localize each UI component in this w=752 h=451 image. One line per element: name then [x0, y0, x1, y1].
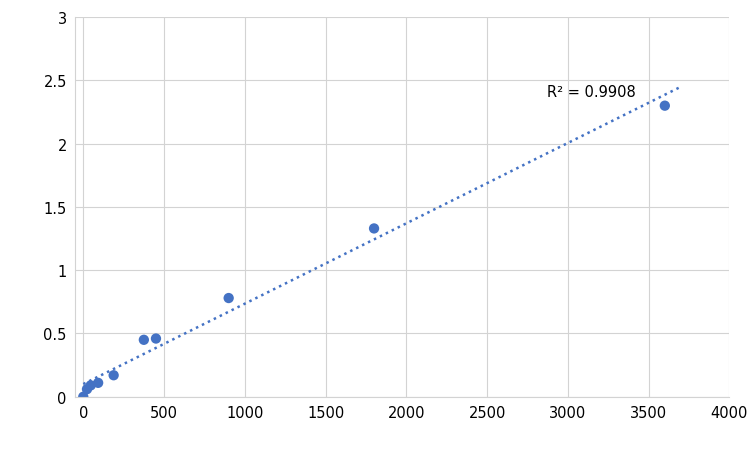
Point — [150, 335, 162, 342]
Point — [77, 393, 89, 400]
Point — [368, 226, 380, 233]
Point — [108, 372, 120, 379]
Point — [81, 386, 93, 393]
Point — [138, 336, 150, 344]
Point — [92, 379, 105, 387]
Point — [659, 103, 671, 110]
Text: R² = 0.9908: R² = 0.9908 — [547, 84, 635, 99]
Point — [85, 382, 97, 389]
Point — [223, 295, 235, 302]
